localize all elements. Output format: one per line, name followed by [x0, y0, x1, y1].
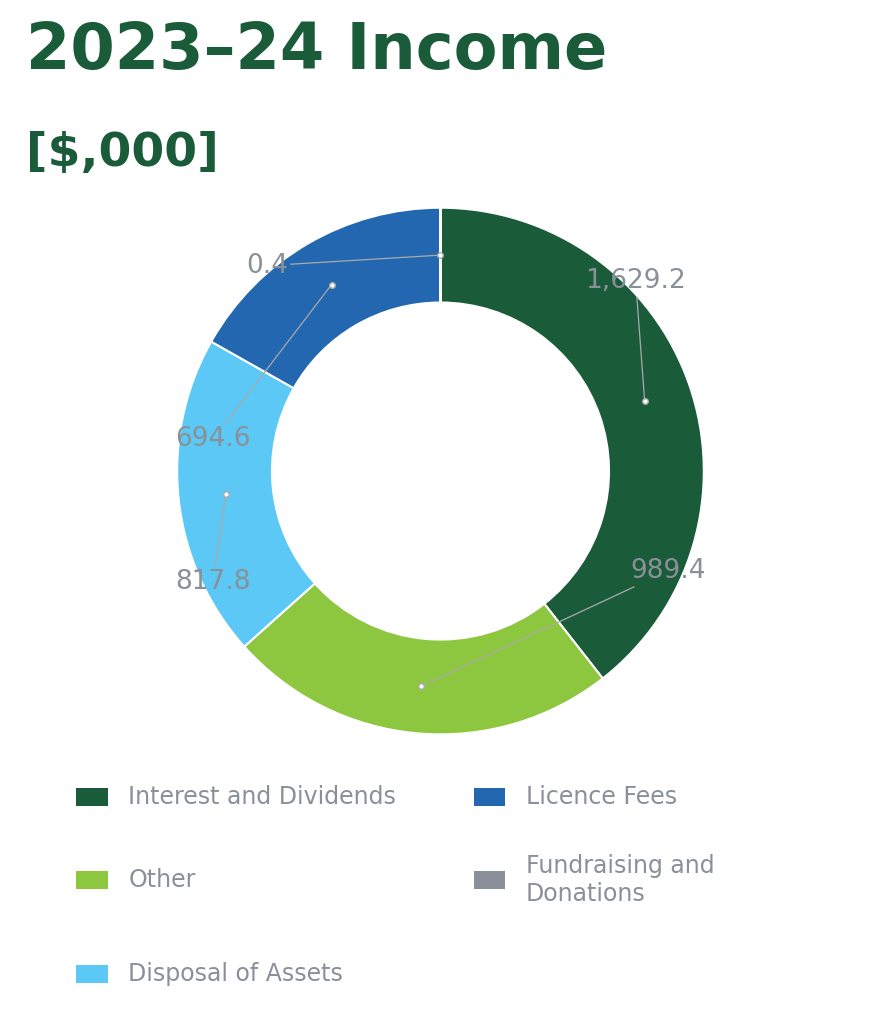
Bar [76, 788, 107, 806]
Wedge shape [244, 584, 603, 734]
Bar [76, 966, 107, 983]
Text: 817.8: 817.8 [175, 495, 251, 595]
Bar [76, 871, 107, 889]
Text: 694.6: 694.6 [175, 285, 331, 453]
Text: 0.4: 0.4 [246, 253, 440, 279]
Text: Other: Other [129, 868, 196, 892]
Text: Fundraising and
Donations: Fundraising and Donations [526, 854, 714, 906]
Text: 1,629.2: 1,629.2 [585, 268, 686, 400]
Text: Disposal of Assets: Disposal of Assets [129, 963, 344, 986]
Text: Interest and Dividends: Interest and Dividends [129, 785, 396, 809]
Wedge shape [440, 208, 704, 679]
Text: Licence Fees: Licence Fees [526, 785, 677, 809]
Wedge shape [211, 208, 440, 388]
Text: 989.4: 989.4 [421, 558, 706, 686]
Wedge shape [177, 342, 315, 646]
Text: [$,000]: [$,000] [26, 131, 219, 176]
Bar [474, 871, 505, 889]
Text: 2023–24 Income: 2023–24 Income [26, 20, 608, 82]
Bar [474, 788, 505, 806]
